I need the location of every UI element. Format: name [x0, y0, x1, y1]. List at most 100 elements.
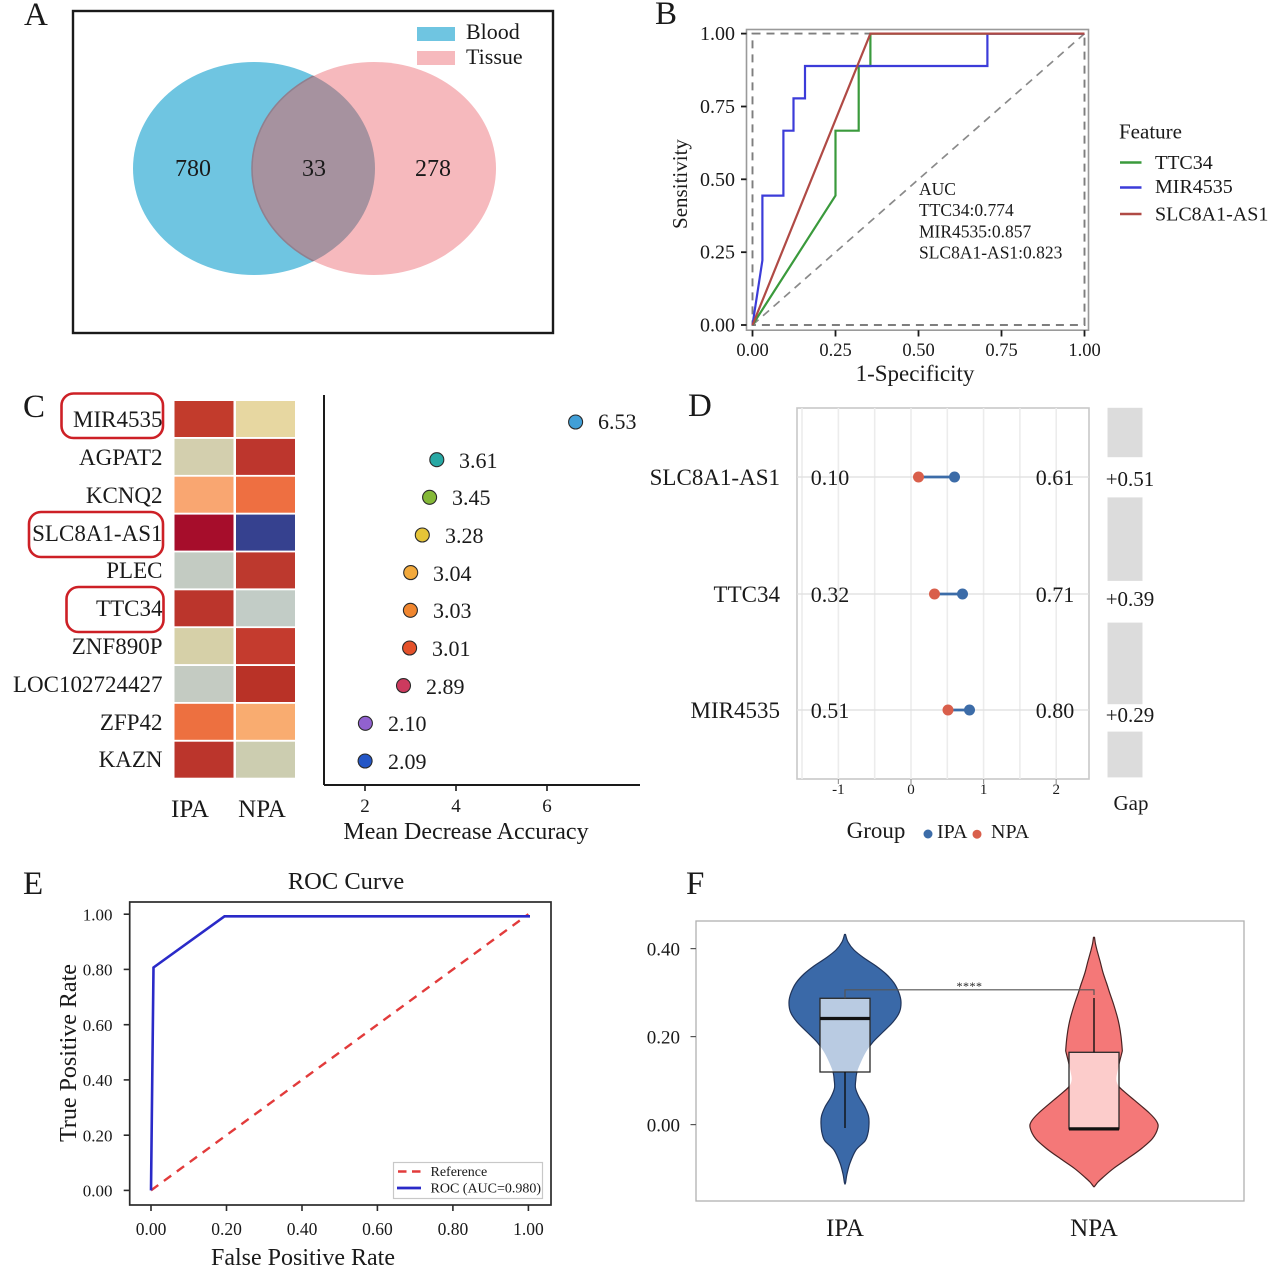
svg-text:D: D	[688, 388, 712, 424]
svg-text:MIR4535:0.857: MIR4535:0.857	[919, 222, 1032, 242]
svg-text:Feature: Feature	[1119, 120, 1182, 144]
svg-text:1.00: 1.00	[513, 1219, 544, 1239]
svg-text:0.00: 0.00	[83, 1182, 113, 1201]
svg-text:A: A	[24, 0, 48, 33]
svg-text:1.00: 1.00	[83, 906, 113, 925]
svg-text:4: 4	[451, 796, 461, 817]
svg-text:1: 1	[980, 782, 988, 798]
svg-text:0.60: 0.60	[362, 1219, 393, 1239]
svg-text:NPA: NPA	[991, 821, 1030, 843]
svg-text:0.00: 0.00	[736, 341, 768, 361]
svg-text:SLC8A1-AS1: SLC8A1-AS1	[1155, 204, 1268, 226]
svg-text:3.45: 3.45	[452, 485, 491, 510]
svg-text:Reference: Reference	[431, 1165, 488, 1180]
svg-text:AUC: AUC	[919, 179, 956, 199]
svg-text:IPA: IPA	[937, 821, 968, 843]
svg-text:3.28: 3.28	[445, 523, 484, 548]
svg-text:SLC8A1-AS1:0.823: SLC8A1-AS1:0.823	[919, 243, 1063, 263]
svg-text:LOC102724427: LOC102724427	[13, 672, 163, 697]
svg-text:+0.39: +0.39	[1106, 587, 1155, 611]
svg-text:MIR4535: MIR4535	[1155, 176, 1233, 198]
svg-text:Tissue: Tissue	[466, 44, 523, 69]
svg-text:0.75: 0.75	[700, 96, 735, 118]
svg-text:0.71: 0.71	[1036, 582, 1075, 607]
svg-text:NPA: NPA	[238, 796, 286, 823]
svg-text:MIR4535: MIR4535	[73, 407, 162, 432]
svg-text:False Positive Rate: False Positive Rate	[211, 1245, 395, 1269]
svg-text:278: 278	[415, 156, 451, 182]
svg-text:F: F	[686, 866, 704, 902]
svg-text:0.20: 0.20	[647, 1028, 680, 1049]
svg-text:0.40: 0.40	[647, 940, 680, 961]
svg-text:33: 33	[302, 156, 326, 182]
svg-text:0.50: 0.50	[902, 341, 934, 361]
svg-text:2.89: 2.89	[426, 674, 465, 699]
svg-text:3.03: 3.03	[433, 598, 472, 623]
svg-text:0: 0	[907, 782, 915, 798]
svg-text:0.40: 0.40	[287, 1219, 318, 1239]
svg-text:6: 6	[542, 796, 552, 817]
svg-text:2.10: 2.10	[388, 711, 427, 736]
svg-text:0.51: 0.51	[811, 698, 850, 723]
svg-text:Mean Decrease Accuracy: Mean Decrease Accuracy	[343, 819, 588, 845]
svg-text:3.01: 3.01	[432, 636, 471, 661]
svg-text:TTC34:0.774: TTC34:0.774	[919, 200, 1014, 220]
svg-text:PLEC: PLEC	[106, 558, 162, 583]
svg-text:SLC8A1-AS1: SLC8A1-AS1	[32, 521, 162, 546]
svg-text:AGPAT2: AGPAT2	[79, 445, 163, 470]
svg-text:True Positive Rate: True Positive Rate	[56, 964, 82, 1142]
svg-text:1-Specificity: 1-Specificity	[856, 361, 975, 386]
svg-text:0.60: 0.60	[83, 1016, 113, 1035]
svg-text:NPA: NPA	[1070, 1215, 1118, 1242]
svg-text:0.61: 0.61	[1036, 465, 1075, 490]
svg-text:C: C	[23, 389, 45, 425]
svg-text:KAZN: KAZN	[99, 747, 163, 772]
svg-text:E: E	[23, 866, 43, 902]
svg-text:0.75: 0.75	[985, 341, 1017, 361]
svg-text:0.00: 0.00	[700, 315, 735, 337]
svg-text:ZFP42: ZFP42	[100, 710, 163, 735]
svg-text:3.04: 3.04	[433, 561, 472, 586]
svg-text:0.00: 0.00	[136, 1219, 167, 1239]
svg-text:ZNF890P: ZNF890P	[72, 634, 163, 659]
svg-text:0.80: 0.80	[438, 1219, 469, 1239]
svg-text:SLC8A1-AS1: SLC8A1-AS1	[650, 465, 780, 490]
svg-text:0.50: 0.50	[700, 169, 735, 191]
svg-text:0.32: 0.32	[811, 582, 850, 607]
svg-text:KCNQ2: KCNQ2	[86, 483, 163, 508]
svg-text:2: 2	[1052, 782, 1060, 798]
svg-text:IPA: IPA	[171, 796, 209, 823]
svg-text:780: 780	[175, 156, 211, 182]
svg-text:6.53: 6.53	[598, 409, 637, 434]
svg-text:MIR4535: MIR4535	[691, 698, 780, 723]
svg-text:Sensitivity: Sensitivity	[668, 139, 692, 229]
svg-text:0.40: 0.40	[83, 1071, 113, 1090]
svg-text:0.80: 0.80	[83, 961, 113, 980]
svg-text:TTC34: TTC34	[1155, 152, 1213, 174]
svg-text:0.20: 0.20	[211, 1219, 242, 1239]
svg-text:****: ****	[957, 979, 983, 993]
svg-text:TTC34: TTC34	[714, 582, 781, 607]
svg-text:0.20: 0.20	[83, 1127, 113, 1146]
svg-text:0.25: 0.25	[819, 341, 851, 361]
svg-text:ROC Curve: ROC Curve	[288, 868, 405, 895]
svg-text:ROC (AUC=0.980): ROC (AUC=0.980)	[431, 1182, 542, 1197]
svg-text:Blood: Blood	[466, 19, 520, 44]
svg-text:0.25: 0.25	[700, 242, 735, 264]
svg-text:IPA: IPA	[826, 1215, 864, 1242]
svg-text:Gap: Gap	[1114, 791, 1149, 815]
svg-text:-1: -1	[832, 782, 845, 798]
svg-text:2.09: 2.09	[388, 749, 427, 774]
svg-text:1.00: 1.00	[1068, 341, 1100, 361]
svg-text:0.80: 0.80	[1036, 698, 1075, 723]
svg-text:+0.29: +0.29	[1106, 703, 1155, 727]
svg-text:2: 2	[360, 796, 370, 817]
svg-text:0.10: 0.10	[811, 465, 850, 490]
svg-text:1.00: 1.00	[700, 23, 735, 45]
svg-text:+0.51: +0.51	[1106, 467, 1155, 491]
svg-text:TTC34: TTC34	[96, 596, 163, 621]
svg-text:Group: Group	[847, 818, 906, 843]
svg-text:3.61: 3.61	[459, 448, 498, 473]
svg-text:B: B	[655, 0, 677, 32]
svg-text:0.00: 0.00	[647, 1116, 680, 1137]
